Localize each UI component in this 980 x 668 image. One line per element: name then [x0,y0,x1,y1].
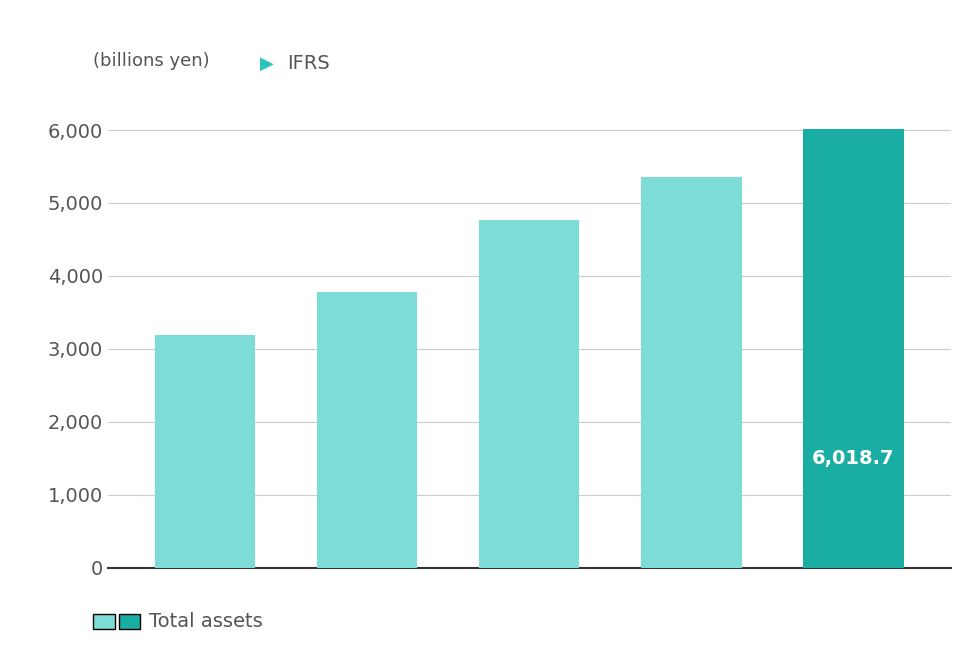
Text: 5,359.2: 5,359.2 [654,449,728,468]
Text: 3,189.3: 3,189.3 [168,449,242,468]
Text: 4,765.1: 4,765.1 [492,449,566,468]
Text: Total assets: Total assets [149,612,263,631]
Text: 3,773.7: 3,773.7 [330,449,404,468]
Text: IFRS: IFRS [287,54,330,73]
Bar [317,293,417,568]
Bar [155,335,256,568]
Text: (billions yen): (billions yen) [93,52,210,70]
Text: 6,018.7: 6,018.7 [812,449,895,468]
Bar [804,129,904,568]
Bar [479,220,579,568]
Text: ▶: ▶ [260,55,273,72]
Bar [641,177,742,568]
